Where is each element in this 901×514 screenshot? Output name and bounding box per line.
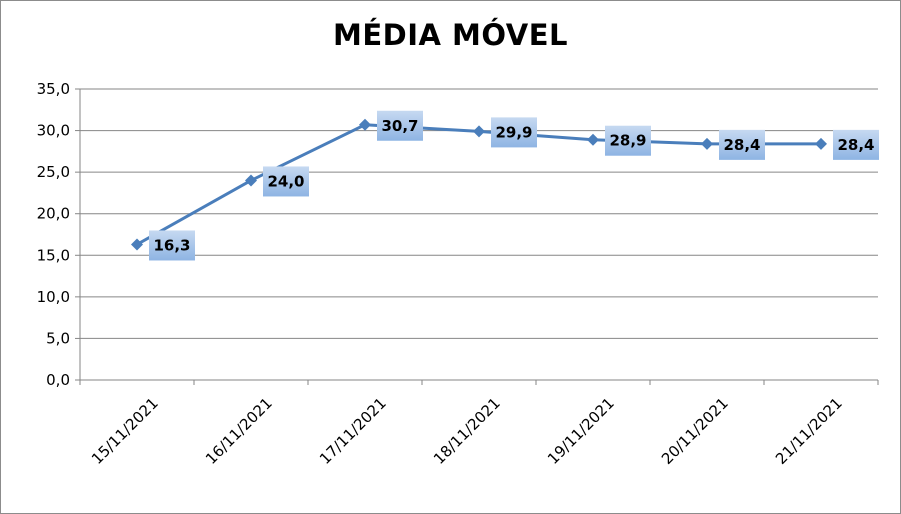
x-tick-label: 15/11/2021 — [88, 394, 162, 468]
y-tick-label: 20,0 — [37, 205, 70, 223]
y-tick-label: 5,0 — [46, 329, 70, 347]
data-label-box — [719, 129, 765, 160]
data-point — [131, 238, 143, 251]
data-label-box — [605, 125, 651, 156]
y-tick-label: 10,0 — [37, 288, 70, 306]
data-label: 28,9 — [609, 132, 646, 150]
x-tick-label: 18/11/2021 — [430, 394, 504, 468]
x-tick-label: 21/11/2021 — [772, 394, 846, 468]
y-tick-label: 25,0 — [37, 163, 70, 181]
data-point — [359, 118, 371, 131]
data-point — [245, 174, 257, 187]
x-tick-label: 19/11/2021 — [544, 394, 618, 468]
data-label: 24,0 — [267, 172, 304, 190]
x-tick-label: 16/11/2021 — [202, 394, 276, 468]
data-label-box — [377, 110, 423, 141]
data-label-box — [263, 166, 309, 197]
data-label: 28,4 — [837, 136, 874, 154]
y-tick-label: 0,0 — [46, 371, 70, 389]
data-point — [701, 137, 713, 150]
data-label: 29,9 — [495, 123, 532, 141]
y-tick-label: 15,0 — [37, 246, 70, 264]
data-label-box — [833, 129, 879, 160]
data-label: 30,7 — [381, 117, 418, 135]
x-tick-label: 17/11/2021 — [316, 394, 390, 468]
data-label: 28,4 — [723, 136, 760, 154]
data-label-box — [149, 230, 195, 261]
y-tick-label: 30,0 — [37, 122, 70, 140]
data-point — [473, 125, 485, 138]
data-point — [815, 137, 827, 150]
y-tick-label: 35,0 — [37, 80, 70, 98]
x-tick-label: 20/11/2021 — [658, 394, 732, 468]
data-label: 16,3 — [153, 236, 190, 254]
chart-title: MÉDIA MÓVEL — [332, 18, 569, 52]
data-point — [587, 133, 599, 146]
data-label-box — [491, 117, 537, 148]
series-line — [136, 123, 821, 246]
